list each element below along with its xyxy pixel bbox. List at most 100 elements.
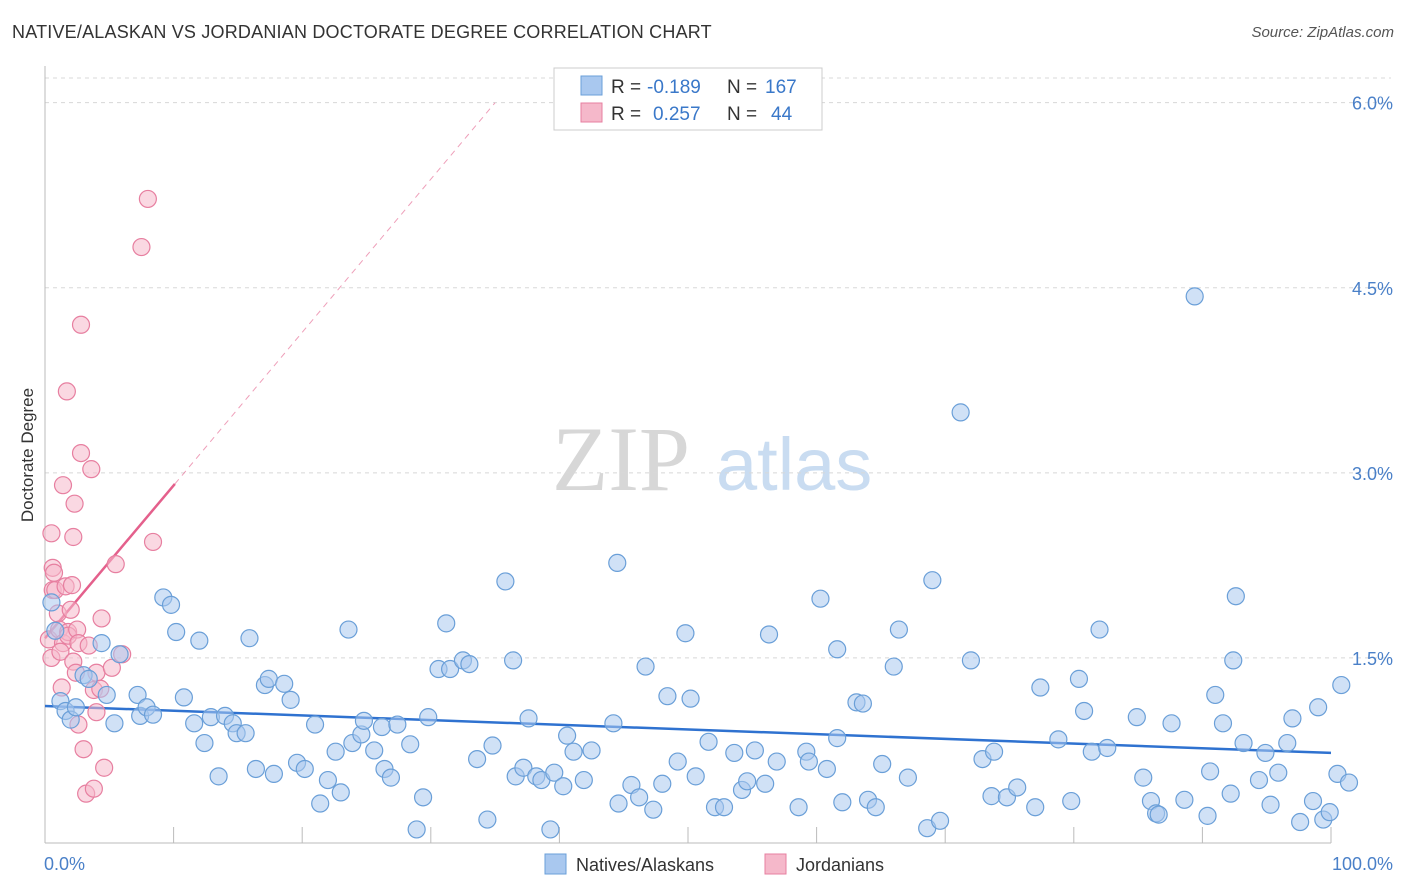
natives-point (1127, 708, 1146, 727)
correlation-legend: R = -0.189 N = 167 R = 0.257 N = 44 (553, 67, 823, 131)
natives-point (767, 752, 786, 771)
natives-point (636, 657, 655, 676)
legend-r-label-pink: R = (611, 104, 641, 125)
natives-point (1283, 709, 1302, 728)
natives-point (419, 708, 438, 727)
natives-point (604, 714, 623, 733)
natives-point (1339, 773, 1359, 792)
natives-point (853, 694, 872, 713)
natives-point (190, 631, 209, 650)
natives-point (564, 742, 583, 761)
natives-point (1256, 743, 1275, 763)
natives-point (833, 793, 852, 812)
natives-point (873, 754, 892, 774)
natives-point (440, 659, 460, 679)
natives-point (174, 688, 193, 707)
legend-swatch-blue (580, 75, 603, 96)
natives-point (1234, 733, 1253, 753)
natives-point (1320, 803, 1339, 822)
natives-point (668, 752, 687, 771)
y-tick-label: 1.5% (1352, 649, 1393, 669)
natives-point (185, 714, 204, 733)
natives-point (1069, 669, 1089, 688)
natives-point (1201, 762, 1220, 781)
natives-point (1008, 778, 1027, 797)
natives-point (105, 714, 124, 733)
x-tick-labels: 0.0% 100.0% (44, 854, 1393, 874)
x-tick-label-max: 100.0% (1332, 854, 1393, 874)
natives-trend-line (44, 704, 1332, 755)
x-tick-label-min: 0.0% (44, 854, 85, 874)
natives-point (92, 634, 111, 653)
y-tick-label: 4.5% (1352, 279, 1393, 299)
natives-point (582, 741, 601, 760)
legend-n-value-blue: 167 (765, 77, 797, 98)
natives-point (326, 742, 345, 761)
natives-point (889, 620, 909, 639)
natives-point (789, 798, 808, 817)
natives-point (714, 798, 734, 817)
natives-point (79, 669, 98, 688)
natives-point (1226, 587, 1245, 606)
natives-point (143, 705, 163, 724)
natives-point (407, 820, 426, 839)
natives-point (167, 622, 186, 642)
natives-point (365, 741, 384, 760)
natives-point (1291, 812, 1310, 832)
natives-point (483, 736, 502, 755)
natives-point (982, 787, 1001, 806)
natives-point (1074, 701, 1094, 721)
series-legend: Natives/Alaskans Jordanians (544, 853, 884, 875)
natives-point (554, 777, 573, 796)
jordanians-point (95, 758, 114, 777)
chart-source: Source: ZipAtlas.com (1251, 24, 1394, 41)
natives-point (745, 741, 764, 760)
natives-point (1185, 287, 1204, 306)
natives-point (811, 589, 830, 608)
natives-point (519, 709, 538, 728)
jordanians-point (143, 532, 163, 552)
natives-point (1261, 795, 1280, 814)
natives-point (1206, 685, 1225, 705)
legend-n-label-blue: N = (727, 77, 757, 98)
natives-point (961, 651, 981, 670)
natives-point (541, 820, 560, 839)
natives-point (240, 629, 259, 648)
legend-n-label-pink: N = (727, 104, 757, 125)
natives-point (1031, 678, 1050, 697)
natives-point (388, 715, 407, 734)
watermark-atlas: atlas (716, 423, 872, 506)
y-tick-label: 6.0% (1352, 94, 1393, 114)
bottom-legend-label-jordanians: Jordanians (796, 855, 884, 875)
natives-point (817, 759, 836, 779)
natives-point (1269, 763, 1288, 782)
natives-point (644, 800, 663, 819)
natives-point (318, 770, 338, 790)
natives-point (246, 759, 266, 779)
jordanians-point (74, 740, 93, 759)
natives-point (478, 810, 497, 829)
natives-point (264, 764, 284, 784)
natives-point (609, 794, 628, 813)
jordanians-point (87, 703, 106, 722)
natives-point (381, 768, 401, 787)
gridlines (45, 77, 1391, 659)
natives-point (46, 621, 65, 640)
natives-point (630, 788, 649, 807)
natives-point (1198, 806, 1217, 825)
bottom-legend-swatch-blue (544, 853, 567, 875)
bottom-legend-label-natives: Natives/Alaskans (576, 855, 714, 875)
natives-point (828, 729, 847, 748)
natives-point (653, 774, 672, 793)
natives-point (460, 654, 479, 674)
watermark-zip: ZIP (552, 408, 690, 510)
natives-point (195, 733, 214, 753)
jordanians-point (61, 600, 80, 619)
natives-point (951, 403, 970, 422)
natives-point (545, 763, 564, 782)
natives-point (161, 595, 181, 614)
natives-point (799, 752, 818, 771)
natives-point (866, 798, 885, 817)
natives-point (676, 624, 695, 643)
